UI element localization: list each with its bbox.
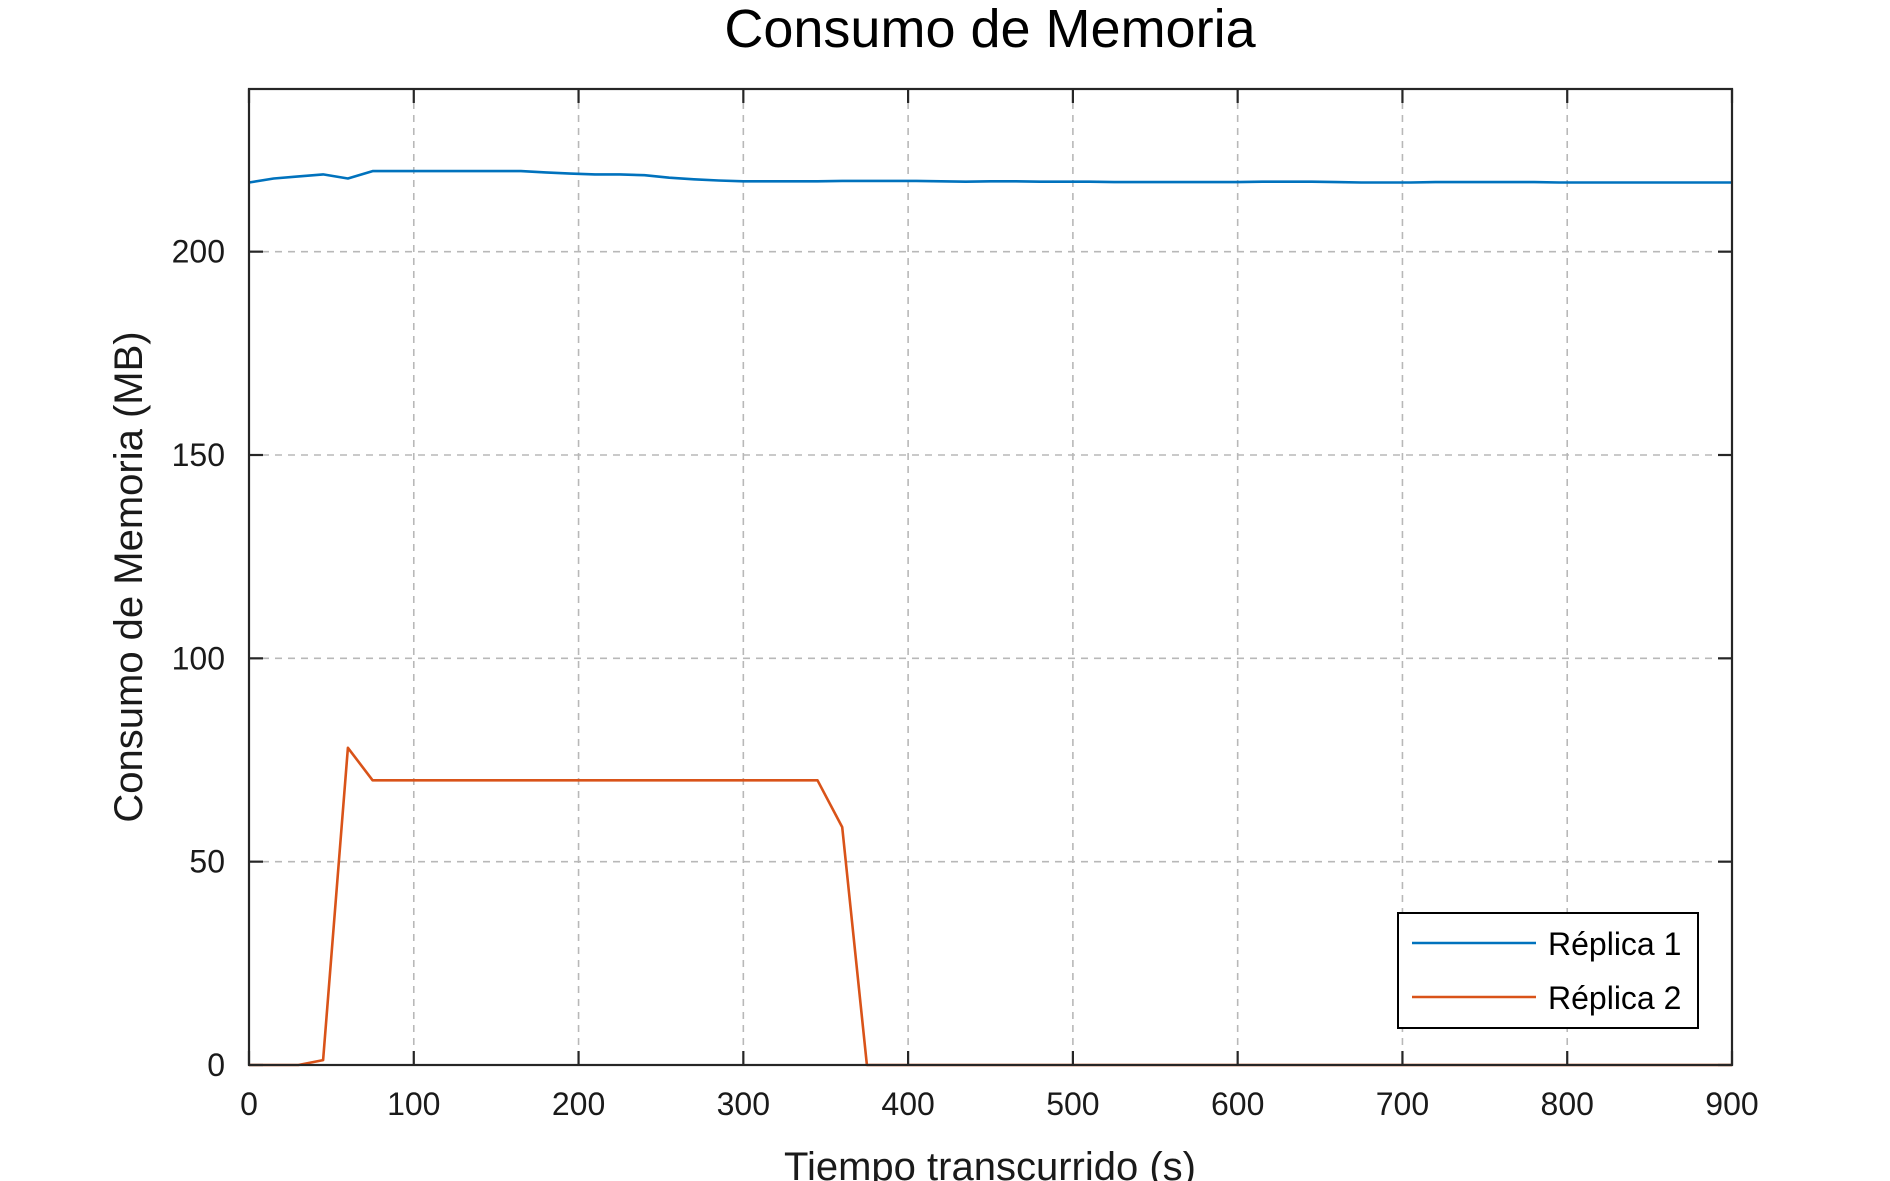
x-tick-label: 0 bbox=[240, 1086, 258, 1122]
grid bbox=[249, 89, 1732, 1065]
y-axis-label: Consumo de Memoria (MB) bbox=[107, 331, 151, 822]
legend-label-replica-1: Réplica 1 bbox=[1548, 926, 1681, 962]
y-tick-label: 100 bbox=[172, 640, 225, 676]
x-tick-label: 600 bbox=[1211, 1086, 1264, 1122]
legend: Réplica 1 Réplica 2 bbox=[1397, 912, 1699, 1029]
axis-ticks: 0 100 200 300 400 500 600 700 800 900 0 50 100 150 200 bbox=[172, 89, 1759, 1122]
y-tick-label: 50 bbox=[189, 844, 225, 880]
y-tick-label: 150 bbox=[172, 437, 225, 473]
x-tick-label: 300 bbox=[717, 1086, 770, 1122]
x-tick-label: 700 bbox=[1376, 1086, 1429, 1122]
y-tick-label: 200 bbox=[172, 234, 225, 270]
chart-title: Consumo de Memoria bbox=[724, 0, 1256, 59]
plot-frame bbox=[247, 87, 1734, 1067]
series-line-1 bbox=[248, 169, 1732, 184]
y-tick-label: 0 bbox=[207, 1047, 225, 1083]
x-tick-label: 100 bbox=[387, 1086, 440, 1122]
x-tick-label: 400 bbox=[881, 1086, 934, 1122]
x-axis-label: Tiempo transcurrido (s) bbox=[784, 1145, 1196, 1181]
x-tick-label: 800 bbox=[1541, 1086, 1594, 1122]
x-tick-label: 200 bbox=[552, 1086, 605, 1122]
x-tick-label: 900 bbox=[1705, 1086, 1758, 1122]
x-tick-label: 500 bbox=[1046, 1086, 1099, 1122]
legend-box bbox=[1397, 912, 1699, 1029]
legend-label-replica-2: Réplica 2 bbox=[1548, 980, 1681, 1016]
